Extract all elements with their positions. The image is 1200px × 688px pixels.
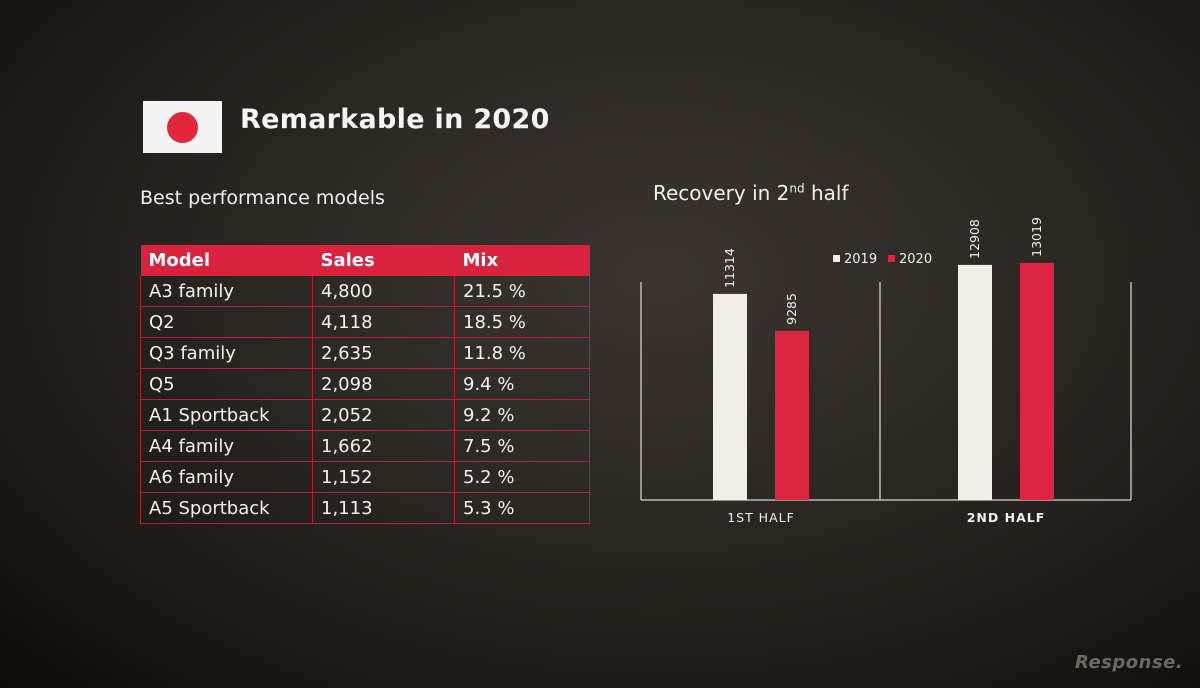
cell-sales: 2,052 <box>312 399 455 431</box>
data-label-2019-1: 12908 <box>967 219 982 259</box>
category-label-0: 1ST HALF <box>727 510 795 525</box>
cell-mix: 7.5 % <box>454 430 590 462</box>
table-row: A4 family 1,662 7.5 % <box>140 430 590 462</box>
models-table: Model Sales Mix A3 family 4,800 21.5 % Q… <box>140 245 590 524</box>
chart-bars <box>713 262 1054 500</box>
chart-subtitle-sup: nd <box>789 181 805 196</box>
table-row: Q3 family 2,635 11.8 % <box>140 337 590 369</box>
cell-mix: 21.5 % <box>454 276 590 307</box>
header-model: Model <box>140 245 313 276</box>
watermark-logo: Response. <box>1075 652 1184 673</box>
cell-model: Q3 family <box>140 337 313 369</box>
cell-sales: 4,118 <box>312 306 455 338</box>
bar-2019-0 <box>713 293 747 500</box>
table-row: Q5 2,098 9.4 % <box>140 368 590 400</box>
japan-flag <box>143 101 222 153</box>
bar-2019-1 <box>958 264 992 500</box>
table-row: A5 Sportback 1,113 5.3 % <box>140 492 590 524</box>
cell-mix: 11.8 % <box>454 337 590 369</box>
cell-mix: 18.5 % <box>454 306 590 338</box>
cell-sales: 2,098 <box>312 368 455 400</box>
cell-mix: 9.4 % <box>454 368 590 400</box>
cell-mix: 9.2 % <box>454 399 590 431</box>
chart-subtitle: Recovery in 2nd half <box>653 181 849 205</box>
chart-subtitle-prefix: Recovery in 2 <box>653 181 790 205</box>
flag-sun <box>167 112 198 143</box>
header-mix: Mix <box>454 245 590 276</box>
table-row: A1 Sportback 2,052 9.2 % <box>140 399 590 431</box>
cell-sales: 4,800 <box>312 276 455 307</box>
cell-model: A6 family <box>140 461 313 493</box>
chart-labels: 11314 9285 1ST HALF 12908 13019 2ND HALF <box>722 217 1046 525</box>
cell-sales: 1,113 <box>312 492 455 524</box>
bar-2020-0 <box>775 330 809 500</box>
chart-legend: 2019 2020 <box>833 252 932 267</box>
cell-mix: 5.2 % <box>454 461 590 493</box>
cell-sales: 1,152 <box>312 461 455 493</box>
cell-model: A1 Sportback <box>140 399 313 431</box>
bar-2020-1 <box>1020 262 1054 500</box>
legend-swatch-2020 <box>888 255 895 262</box>
table-row: A3 family 4,800 21.5 % <box>140 276 590 307</box>
data-label-2020-1: 13019 <box>1029 217 1044 257</box>
cell-mix: 5.3 % <box>454 492 590 524</box>
cell-sales: 2,635 <box>312 337 455 369</box>
legend-swatch-2019 <box>833 255 840 262</box>
page-title: Remarkable in 2020 <box>240 104 550 135</box>
cell-model: Q2 <box>140 306 313 338</box>
table-header-row: Model Sales Mix <box>140 245 590 276</box>
chart-subtitle-suffix: half <box>804 181 849 205</box>
table-row: A6 family 1,152 5.2 % <box>140 461 590 493</box>
category-label-1: 2ND HALF <box>967 510 1046 525</box>
header-sales: Sales <box>312 245 455 276</box>
table-row: Q2 4,118 18.5 % <box>140 306 590 338</box>
cell-model: A4 family <box>140 430 313 462</box>
cell-model: A3 family <box>140 276 313 307</box>
cell-model: A5 Sportback <box>140 492 313 524</box>
data-label-2019-0: 11314 <box>722 248 737 288</box>
table-subtitle: Best performance models <box>140 187 385 209</box>
legend-label-2019: 2019 <box>844 252 877 267</box>
legend-label-2020: 2020 <box>899 252 932 267</box>
data-label-2020-0: 9285 <box>784 293 799 325</box>
